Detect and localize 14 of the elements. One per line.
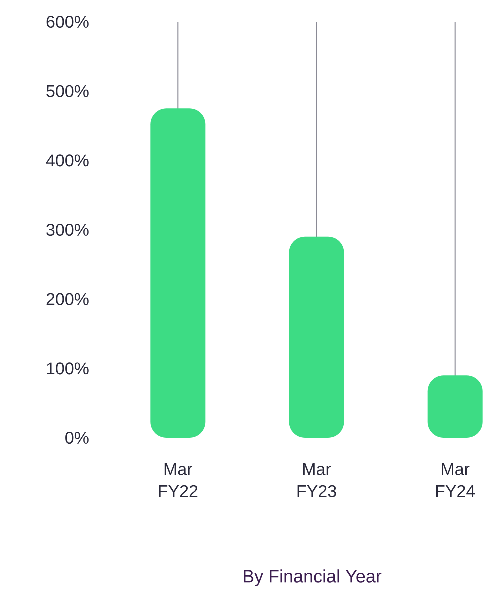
x-tick-label: Mar FY24 xyxy=(436,464,476,498)
x-axis-title: By Financial Year xyxy=(244,570,382,586)
y-tick-label: 100% xyxy=(47,362,90,375)
y-tick-label: 600% xyxy=(47,16,90,28)
x-tick-label: Mar FY22 xyxy=(159,464,198,498)
y-tick-label: 200% xyxy=(47,293,90,306)
bar xyxy=(289,236,344,438)
y-tick-label: 500% xyxy=(46,85,90,98)
y-tick-label: 300% xyxy=(46,224,90,236)
bar xyxy=(150,108,206,438)
bar xyxy=(428,376,483,438)
y-tick-label: 0% xyxy=(66,432,90,444)
y-tick-label: 400% xyxy=(46,154,90,167)
x-tick-label: Mar FY23 xyxy=(298,464,336,498)
